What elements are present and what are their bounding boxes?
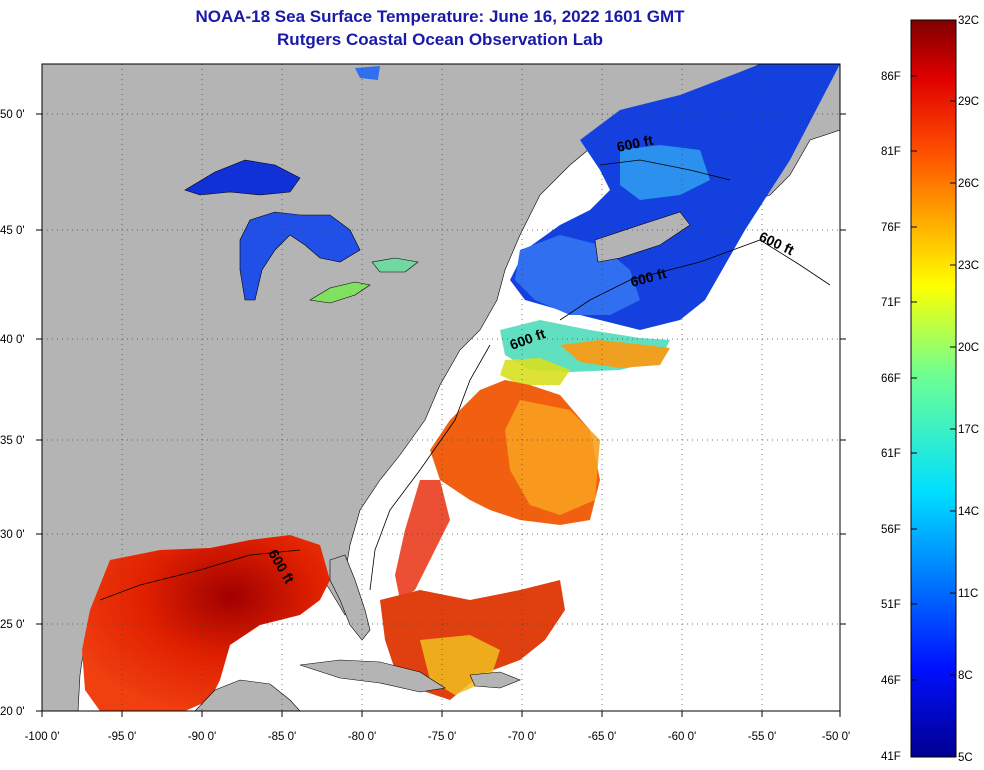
lon-label: -75 0' — [428, 731, 456, 743]
colorbar-c-label: 20C — [958, 342, 979, 354]
lon-label: -50 0' — [822, 731, 850, 743]
nova-scotia-land-overlay — [594, 211, 691, 263]
colorbar-c-label: 14C — [958, 506, 979, 518]
lon-label: -95 0' — [108, 731, 136, 743]
lon-label: -65 0' — [588, 731, 616, 743]
cuba-land — [299, 659, 446, 693]
hudson-bay-fragment — [355, 66, 380, 80]
isobath-lines — [99, 159, 831, 601]
colorbar-c-label: 11C — [958, 588, 978, 600]
axis-ticks — [36, 113, 846, 717]
gulf-stream-front — [560, 340, 670, 368]
lon-label: -90 0' — [188, 731, 216, 743]
lon-label: -80 0' — [348, 731, 376, 743]
colorbar-f-label: 56F — [881, 524, 901, 536]
colorbar-f-label: 61F — [881, 448, 901, 460]
colorbar-gradient — [910, 19, 957, 758]
map-subtitle: Rutgers Coastal Ocean Observation Lab — [277, 30, 603, 49]
florida-land — [329, 554, 371, 641]
lat-label: 35 0' — [0, 435, 25, 447]
lon-label: -85 0' — [268, 731, 296, 743]
lat-label: 30 0' — [0, 529, 25, 541]
colorbar-f-label: 41F — [881, 751, 901, 763]
hispaniola-land — [469, 671, 521, 689]
colorbar-f-label: 81F — [881, 146, 901, 158]
lat-label: 40 0' — [0, 334, 25, 346]
lake-ontario — [371, 257, 419, 273]
lon-label: -100 0' — [25, 731, 60, 743]
lat-label: 50 0' — [0, 109, 25, 121]
colorbar-f-label: 51F — [881, 599, 901, 611]
colorbar-c-label: 8C — [958, 670, 973, 682]
colorbar: 32C 29C 26C 23C 20C 17C 14C 11C 8C 5C 86… — [881, 15, 979, 764]
yucatan-land — [194, 679, 301, 711]
lon-label: -55 0' — [748, 731, 776, 743]
colorbar-f-label: 71F — [881, 297, 901, 309]
northeast-teal-patch — [620, 145, 710, 200]
map-frame — [41, 63, 841, 712]
colorbar-c-label: 26C — [958, 178, 979, 190]
colorbar-f-label: 86F — [881, 71, 901, 83]
colorbar-c-label: 5C — [958, 752, 973, 764]
colorbar-c-label: 32C — [958, 15, 979, 27]
map-area — [42, 64, 840, 711]
lat-label: 45 0' — [0, 225, 25, 237]
colorbar-c-label: 17C — [958, 424, 979, 436]
colorbar-c-label: 29C — [958, 96, 979, 108]
lake-michigan-huron — [239, 211, 361, 301]
lat-label: 25 0' — [0, 619, 25, 631]
lake-superior — [184, 159, 301, 196]
slope-water-yellow — [500, 358, 570, 385]
gulf-of-mexico-sst — [82, 535, 330, 711]
colorbar-f-label: 76F — [881, 222, 901, 234]
colorbar-f-label: 66F — [881, 373, 901, 385]
carolina-shelf-warm — [395, 480, 450, 600]
lon-label: -60 0' — [668, 731, 696, 743]
lon-label: -70 0' — [508, 731, 536, 743]
colorbar-f-label: 46F — [881, 675, 901, 687]
graticule — [42, 64, 840, 711]
longitude-labels: -100 0' -95 0' -90 0' -85 0' -80 0' -75 … — [25, 731, 851, 743]
lat-label: 20 0' — [0, 706, 25, 718]
map-title: NOAA-18 Sea Surface Temperature: June 16… — [195, 7, 685, 26]
latitude-labels: 50 0' 45 0' 40 0' 35 0' 30 0' 25 0' 20 0… — [0, 109, 25, 718]
colorbar-c-label: 23C — [958, 260, 979, 272]
contour-label: 600 ft — [615, 132, 654, 155]
sargasso-orange — [505, 400, 600, 515]
lake-erie — [309, 281, 371, 304]
